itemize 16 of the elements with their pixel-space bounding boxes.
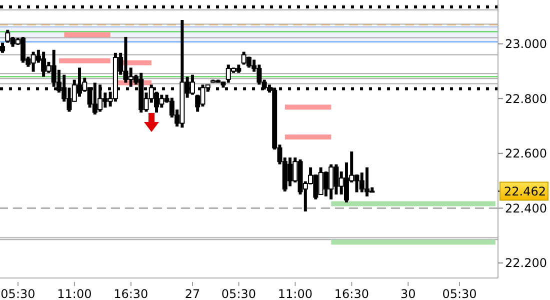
x-tick-label: 11:00: [278, 287, 313, 300]
x-tick-label: 05:30: [221, 287, 256, 300]
x-tick-label: 05:30: [0, 287, 36, 300]
y-tick-label: 22.200: [505, 256, 547, 270]
y-tick-label: 22.400: [505, 201, 547, 216]
x-tick-label: 11:00: [57, 287, 92, 300]
text: 22.462: [504, 184, 546, 199]
y-tick-label: 22.800: [505, 92, 547, 106]
y-tick-label: 23.000: [505, 37, 547, 52]
x-tick-label: 16:30: [114, 287, 148, 300]
y-tick-label: 22.600: [505, 146, 547, 161]
x-tick-label: 27: [184, 287, 200, 300]
candlestick: [0, 42, 5, 53]
x-tick-label: 30: [400, 287, 416, 300]
x-tick-label: 16:30: [334, 287, 369, 300]
x-tick-label: 05:30: [442, 287, 477, 300]
